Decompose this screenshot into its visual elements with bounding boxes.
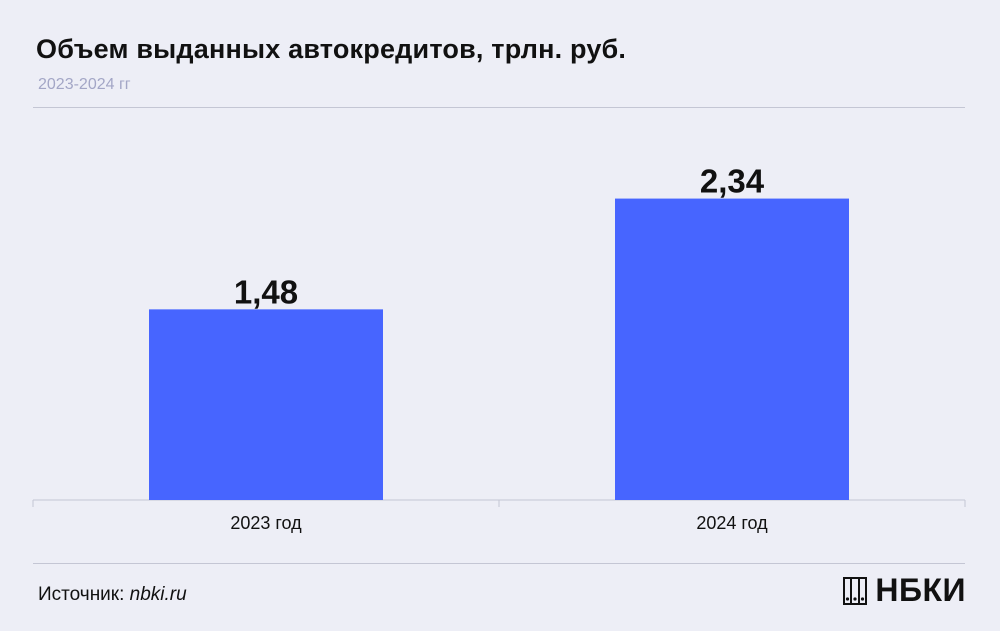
source-note: Источник: nbki.ru <box>38 584 187 606</box>
header-divider <box>33 107 965 108</box>
bar-value-label: 1,48 <box>234 273 298 310</box>
bar-2 <box>615 198 849 500</box>
logo-text: НБКИ <box>875 572 966 608</box>
nbki-logo-icon <box>843 576 868 605</box>
nbki-logo: НБКИ <box>843 572 966 609</box>
x-tick-label: 2023 год <box>230 513 302 533</box>
footer-divider <box>33 563 965 564</box>
source-label: Источник: <box>38 584 125 605</box>
x-tick-label: 2024 год <box>696 513 768 533</box>
chart-title: Объем выданных автокредитов, трлн. руб. <box>36 34 627 64</box>
bar-1 <box>149 309 383 500</box>
source-link[interactable]: nbki.ru <box>129 584 187 605</box>
bar-value-label: 2,34 <box>700 163 765 200</box>
bar-chart: 1,48 2023 год 2,34 2024 год <box>32 163 966 533</box>
chart-subtitle: 2023-2024 гг <box>38 76 131 93</box>
